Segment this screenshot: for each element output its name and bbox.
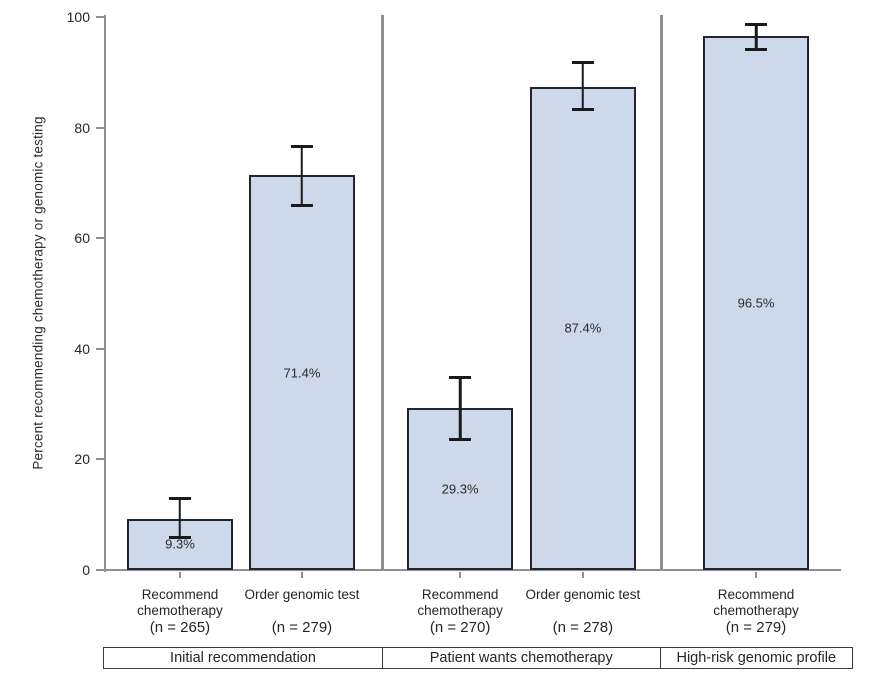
bar-value-label: 87.4% — [564, 320, 602, 336]
error-bar-line — [458, 377, 462, 440]
error-bar-cap-top — [168, 497, 191, 501]
x-n-label: (n = 270) — [429, 619, 491, 636]
x-category-label: Order genomic test — [525, 587, 641, 602]
panel-divider — [380, 15, 384, 570]
bar-value-label: 29.3% — [441, 481, 479, 497]
y-tick-label: 0 — [82, 562, 90, 578]
group-label-box: Initial recommendation — [103, 647, 383, 669]
error-bar-cap-top — [745, 23, 768, 27]
group-label-box: Patient wants chemotherapy — [381, 647, 661, 669]
y-tick-mark — [96, 458, 104, 461]
error-bar-cap-bottom — [290, 204, 313, 208]
x-tick-mark — [178, 572, 181, 578]
error-bar-cap-bottom — [449, 437, 472, 441]
x-tick-mark — [459, 572, 462, 578]
y-tick-mark — [96, 569, 104, 571]
x-category-label: Order genomic test — [244, 587, 360, 602]
y-axis-title: Percent recommending chemotherapy or gen… — [30, 116, 46, 470]
bar-value-label: 9.3% — [165, 536, 195, 552]
y-tick-mark — [96, 237, 104, 240]
x-n-label: (n = 265) — [149, 619, 211, 636]
group-label-box: High-risk genomic profile — [659, 647, 853, 669]
error-bar-line — [754, 24, 758, 50]
error-bar-cap-bottom — [571, 108, 594, 112]
error-bar-cap-top — [571, 61, 594, 65]
x-n-label: (n = 279) — [725, 619, 787, 636]
y-tick-label: 80 — [74, 119, 90, 136]
x-tick-mark — [581, 572, 584, 578]
x-category-label: Recommend chemotherapy — [713, 587, 799, 618]
bar — [126, 518, 233, 570]
y-tick-mark — [96, 347, 104, 350]
y-tick-mark — [96, 126, 104, 129]
error-bar-line — [581, 62, 585, 110]
x-n-label: (n = 279) — [271, 619, 333, 636]
error-bar-cap-top — [290, 144, 313, 148]
y-tick-label: 100 — [66, 9, 90, 25]
x-axis-line — [104, 569, 841, 571]
error-bar-line — [178, 498, 182, 538]
y-tick-mark — [96, 16, 104, 18]
y-tick-label: 40 — [74, 340, 90, 357]
bar-value-label: 96.5% — [737, 295, 775, 311]
error-bar-line — [300, 146, 304, 206]
x-n-label: (n = 278) — [552, 619, 614, 636]
bar — [248, 175, 355, 570]
error-bar-cap-bottom — [168, 536, 191, 540]
x-category-label: Recommend chemotherapy — [417, 587, 503, 618]
error-bar-cap-top — [449, 376, 472, 380]
x-tick-mark — [755, 572, 758, 578]
x-tick-mark — [300, 572, 303, 578]
y-axis-line — [104, 15, 106, 572]
y-tick-label: 60 — [74, 230, 90, 247]
x-category-label: Recommend chemotherapy — [137, 587, 223, 618]
bar — [703, 36, 810, 570]
bar — [529, 86, 636, 570]
error-bar-cap-bottom — [745, 47, 768, 51]
bar-value-label: 71.4% — [283, 365, 321, 381]
panel-divider — [659, 15, 663, 570]
y-tick-label: 20 — [74, 451, 90, 468]
